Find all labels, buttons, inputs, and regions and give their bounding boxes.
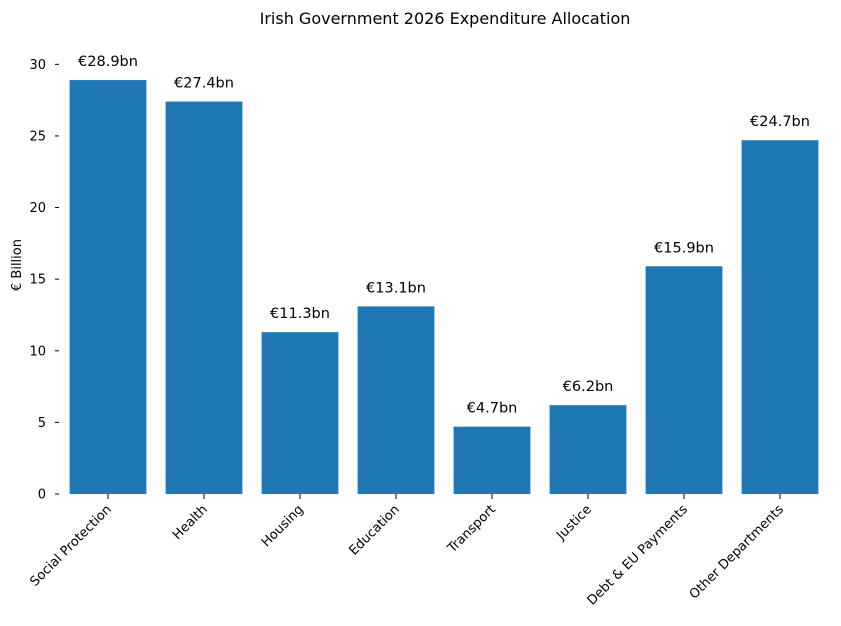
chart-title: Irish Government 2026 Expenditure Alloca… <box>260 9 631 28</box>
y-tick-label: 20 <box>29 201 46 216</box>
bar <box>261 332 339 494</box>
y-tick-label: 10 <box>29 344 46 359</box>
x-tick-label: Transport <box>444 502 498 556</box>
bar <box>357 306 435 494</box>
bar <box>165 101 243 495</box>
x-tick-label: Social Protection <box>28 502 115 589</box>
bar-value-label: €4.7bn <box>467 401 518 417</box>
bar-value-label: €6.2bn <box>563 379 614 395</box>
bar-value-label: €15.9bn <box>654 240 714 256</box>
y-tick-label: 5 <box>38 416 46 431</box>
y-tick-label: 30 <box>29 58 46 73</box>
bar-value-label: €27.4bn <box>174 76 234 92</box>
y-tick-label: 15 <box>29 273 46 288</box>
x-tick-label: Education <box>346 502 402 558</box>
bar-value-label: €11.3bn <box>270 306 330 322</box>
x-tick-label: Health <box>170 502 211 543</box>
bar <box>645 266 723 494</box>
bar <box>549 405 627 494</box>
x-tick-label: Housing <box>259 502 307 550</box>
y-tick-label: 0 <box>38 488 46 503</box>
y-axis: 0 5 10 15 20 25 30 <box>29 58 59 503</box>
bars <box>69 80 819 495</box>
y-tick-label: 25 <box>29 129 46 144</box>
bar-value-label: €24.7bn <box>750 114 810 130</box>
bar <box>741 140 819 495</box>
x-tick-label: Justice <box>553 502 595 544</box>
x-tick-label: Other Departments <box>687 502 787 602</box>
y-axis-label: € Billion <box>10 239 25 291</box>
bar-value-label: €28.9bn <box>78 54 138 70</box>
x-tick-label: Debt & EU Payments <box>585 502 691 608</box>
bar <box>69 80 147 494</box>
bar-value-label: €13.1bn <box>366 280 426 296</box>
bar <box>453 426 531 494</box>
data-labels: €28.9bn €27.4bn €11.3bn €13.1bn €4.7bn €6.2bn… <box>78 54 810 417</box>
x-axis: Social Protection Health Housing Education T… <box>28 494 787 609</box>
